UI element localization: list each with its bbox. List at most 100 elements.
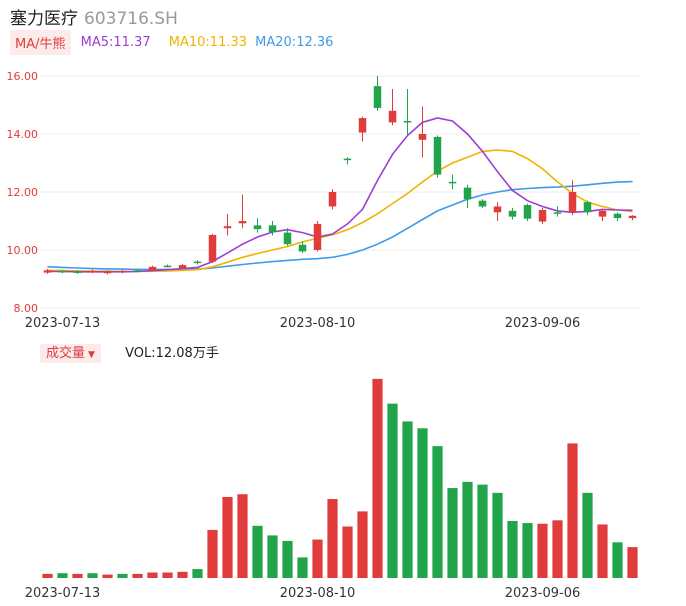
candle-body	[163, 265, 172, 268]
candle-body	[433, 136, 442, 175]
candle	[193, 260, 202, 265]
candle	[553, 206, 562, 217]
dropdown-arrow-icon: ▼	[88, 350, 95, 360]
candle	[313, 221, 322, 252]
volume-bar	[267, 535, 278, 578]
candle-body	[613, 213, 622, 219]
candle-body	[553, 212, 562, 214]
stock-name: 塞力医疗	[10, 9, 78, 29]
candle	[343, 157, 352, 165]
y-tick-label: 16.00	[7, 70, 39, 83]
volume-indicator-selector[interactable]: 成交量 ▼	[40, 344, 101, 363]
candle	[88, 269, 97, 274]
candle-body	[343, 158, 352, 161]
stock-title: 塞力医疗 603716.SH	[10, 4, 178, 29]
candle-body	[373, 86, 382, 108]
ma20-value: MA20:12.36	[255, 35, 334, 50]
volume-bar	[117, 573, 128, 578]
ma5-line	[47, 117, 633, 273]
candle-body	[58, 270, 67, 273]
volume-badge-label: 成交量	[46, 346, 86, 361]
volume-bar	[492, 492, 503, 578]
candle-body	[508, 210, 517, 217]
candle	[493, 202, 502, 221]
candle-body	[328, 192, 337, 207]
candle	[283, 228, 292, 246]
volume-bar	[447, 488, 458, 578]
volume-bar	[462, 481, 473, 578]
candle-body	[298, 244, 307, 252]
candle	[163, 264, 172, 268]
volume-bar	[477, 484, 488, 578]
ma-indicator-selector[interactable]: MA/牛熊	[10, 30, 71, 55]
volume-bar	[102, 574, 113, 578]
volume-bar	[72, 573, 83, 578]
volume-bar	[297, 557, 308, 578]
candle	[118, 269, 127, 274]
candle	[463, 184, 472, 208]
candle	[58, 269, 67, 274]
candle-body	[118, 270, 127, 273]
ma10-value: MA10:11.33	[168, 35, 248, 50]
ma-indicator-row: MA/牛熊 MA5:11.37 MA10:11.33 MA20:12.36	[10, 30, 334, 55]
candle-body	[403, 120, 412, 123]
candle-body	[538, 209, 547, 222]
candle-body	[358, 118, 367, 133]
volume-bar	[207, 529, 218, 578]
volume-bar	[312, 539, 323, 578]
volume-bar	[552, 520, 563, 578]
candle	[223, 213, 232, 236]
candle-body	[268, 225, 277, 233]
volume-bar	[132, 573, 143, 578]
volume-bar	[222, 496, 233, 578]
volume-bar	[567, 443, 578, 578]
candle	[403, 89, 412, 136]
candle	[268, 221, 277, 236]
candle	[208, 234, 217, 264]
candle	[253, 218, 262, 233]
candle	[583, 200, 592, 216]
volume-x-tick-label: 2023-09-06	[505, 586, 581, 601]
candle	[73, 270, 82, 274]
candle	[358, 116, 367, 142]
volume-x-tick-label: 2023-08-10	[280, 586, 356, 601]
volume-bar	[57, 573, 68, 578]
volume-x-tick-label: 2023-07-13	[25, 586, 101, 601]
volume-bar	[537, 523, 548, 578]
volume-bar	[252, 525, 263, 578]
volume-bar	[417, 428, 428, 578]
candle-body	[568, 192, 577, 213]
volume-value: VOL:12.08万手	[125, 346, 219, 361]
volume-bar	[612, 542, 623, 578]
volume-bar	[522, 523, 533, 578]
candle-body	[493, 206, 502, 213]
ma20-line	[47, 180, 633, 271]
candle-body	[208, 234, 217, 262]
volume-bar	[597, 524, 608, 578]
y-tick-label: 8.00	[14, 302, 39, 315]
candle	[568, 180, 577, 216]
candle	[328, 189, 337, 210]
candle-body	[598, 210, 607, 217]
candle	[598, 209, 607, 221]
candle	[148, 265, 157, 271]
y-tick-label: 14.00	[7, 128, 39, 141]
candle-body	[313, 223, 322, 250]
volume-bar	[507, 521, 518, 578]
volume-bar	[372, 378, 383, 578]
candle-body	[253, 225, 262, 230]
x-tick-label: 2023-08-10	[280, 316, 356, 330]
candle	[133, 269, 142, 273]
candle-body	[43, 270, 52, 273]
candle-body	[478, 200, 487, 207]
stock-code: 603716.SH	[84, 9, 178, 29]
candle	[433, 135, 442, 178]
candle	[523, 203, 532, 221]
candle	[178, 263, 187, 270]
candle-body	[103, 271, 112, 274]
volume-bar	[432, 446, 443, 578]
candle	[478, 199, 487, 208]
x-tick-label: 2023-09-06	[505, 316, 581, 330]
candle-body	[283, 232, 292, 245]
